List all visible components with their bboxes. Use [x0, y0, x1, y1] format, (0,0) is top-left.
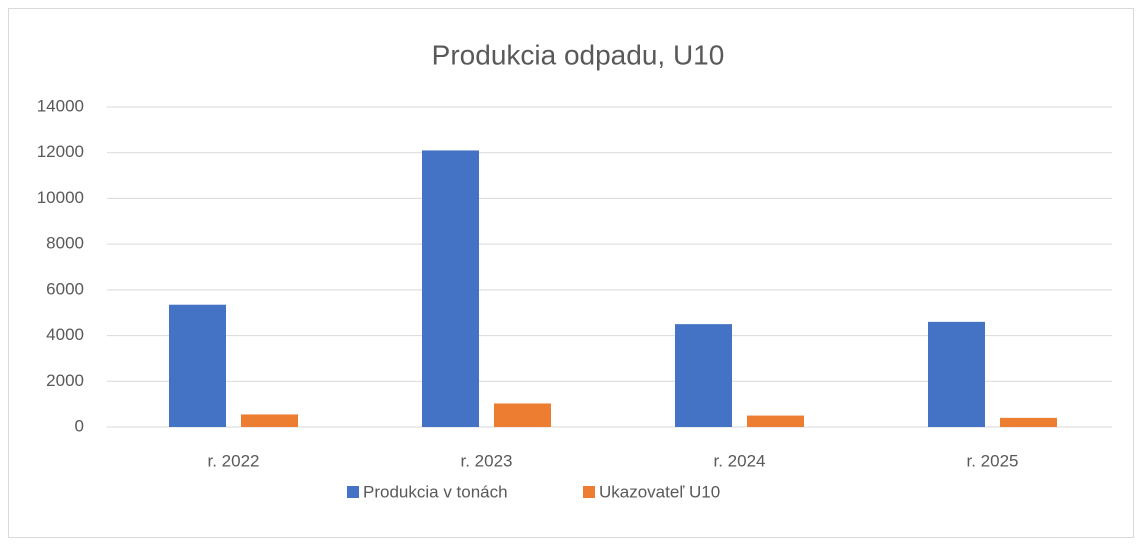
bar [169, 304, 226, 427]
x-tick-label: r. 2024 [714, 451, 766, 470]
y-tick-label: 12000 [37, 142, 84, 161]
bar [928, 321, 985, 427]
chart-title: Produkcia odpadu, U10 [432, 39, 725, 70]
bar [747, 415, 804, 427]
x-tick-label: r. 2023 [461, 451, 513, 470]
bar [422, 150, 479, 427]
y-tick-label: 6000 [46, 279, 84, 298]
legend-label: Ukazovateľ U10 [599, 482, 720, 501]
chart-border [8, 8, 1134, 538]
bar [241, 414, 298, 427]
x-tick-label: r. 2022 [208, 451, 260, 470]
y-tick-label: 14000 [37, 96, 84, 115]
y-tick-label: 8000 [46, 234, 84, 253]
y-tick-label: 4000 [46, 325, 84, 344]
y-tick-label: 10000 [37, 188, 84, 207]
bar [494, 403, 551, 427]
x-tick-label: r. 2025 [967, 451, 1019, 470]
legend-label: Produkcia v tonách [363, 482, 508, 501]
legend-swatch [347, 486, 359, 498]
bar [1000, 417, 1057, 427]
y-tick-label: 0 [75, 416, 84, 435]
legend-swatch [583, 486, 595, 498]
bar [675, 324, 732, 427]
y-tick-label: 2000 [46, 371, 84, 390]
